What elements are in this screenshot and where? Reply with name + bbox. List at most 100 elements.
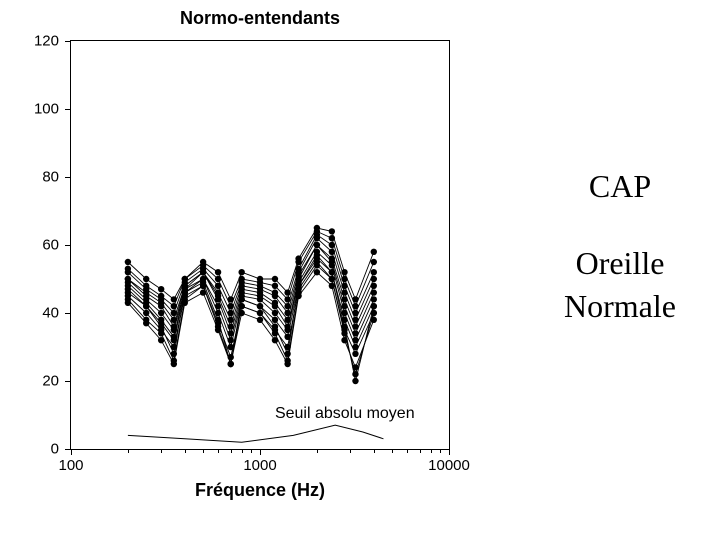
x-tick-minor [128,449,129,453]
data-point [352,364,358,370]
x-tick-minor [374,449,375,453]
x-tick-minor [440,449,441,453]
data-point [143,276,149,282]
data-point [352,330,358,336]
data-point [352,371,358,377]
data-point [182,300,188,306]
data-point [272,300,278,306]
data-point [158,286,164,292]
data-point [182,276,188,282]
data-point [171,296,177,302]
x-tick-minor [251,449,252,453]
data-point [228,317,234,323]
data-series-line [128,272,374,367]
data-point [158,337,164,343]
data-point [295,283,301,289]
y-tick-mark [65,177,71,178]
y-tick-mark [65,381,71,382]
data-point [272,310,278,316]
data-point [341,269,347,275]
data-point [284,303,290,309]
data-point [228,337,234,343]
data-point [329,269,335,275]
threshold-curve [128,425,384,442]
data-point [171,361,177,367]
data-point [238,269,244,275]
data-point [314,269,320,275]
data-series-line [128,228,374,299]
data-point [284,289,290,295]
y-tick-mark [65,109,71,110]
chart-title: Normo-entendants [70,8,450,29]
data-point [272,283,278,289]
x-tick-mark [71,449,72,455]
x-tick-minor [218,449,219,453]
x-tick-minor [203,449,204,453]
data-point [200,289,206,295]
data-point [238,310,244,316]
data-point [125,300,131,306]
x-tick-minor [420,449,421,453]
page-root: Normo-entendants Niveau (dB SPL) Fréquen… [0,0,720,540]
data-point [329,276,335,282]
x-tick-mark [449,449,450,455]
data-point [182,289,188,295]
data-point [329,283,335,289]
data-point [158,330,164,336]
data-point [125,276,131,282]
data-point [228,361,234,367]
data-point [158,293,164,299]
data-point [272,337,278,343]
x-tick-minor [431,449,432,453]
data-point [295,255,301,261]
data-point [314,255,320,261]
data-point [257,276,263,282]
data-point [143,320,149,326]
data-point [341,337,347,343]
side-text-line-2: Oreille [525,245,715,282]
data-point [200,259,206,265]
data-point [228,310,234,316]
data-point [215,269,221,275]
x-tick-minor [407,449,408,453]
data-point [371,269,377,275]
data-point [125,289,131,295]
data-point [314,225,320,231]
data-point [371,310,377,316]
data-point [329,228,335,234]
x-tick-mark [260,449,261,455]
data-point [257,317,263,323]
data-point [272,317,278,323]
data-point [371,303,377,309]
x-tick-minor [350,449,351,453]
data-point [158,317,164,323]
threshold-label: Seuil absolu moyen [275,405,415,423]
data-point [257,310,263,316]
data-point [228,296,234,302]
data-point [143,303,149,309]
data-point [352,317,358,323]
data-point [171,323,177,329]
side-text-line-3: Normale [525,288,715,325]
data-point [295,293,301,299]
y-tick-mark [65,313,71,314]
data-series-line [128,252,374,340]
data-point [200,283,206,289]
x-tick-minor [231,449,232,453]
chart-svg [71,41,449,449]
data-point [238,303,244,309]
data-point [352,296,358,302]
data-point [284,310,290,316]
data-point [314,262,320,268]
data-point [352,303,358,309]
data-point [272,330,278,336]
data-point [284,317,290,323]
data-point [352,351,358,357]
data-point [371,259,377,265]
x-tick-minor [185,449,186,453]
data-point [158,323,164,329]
data-series-line [128,265,374,374]
y-tick-mark [65,245,71,246]
x-tick-minor [392,449,393,453]
x-tick-minor [317,449,318,453]
